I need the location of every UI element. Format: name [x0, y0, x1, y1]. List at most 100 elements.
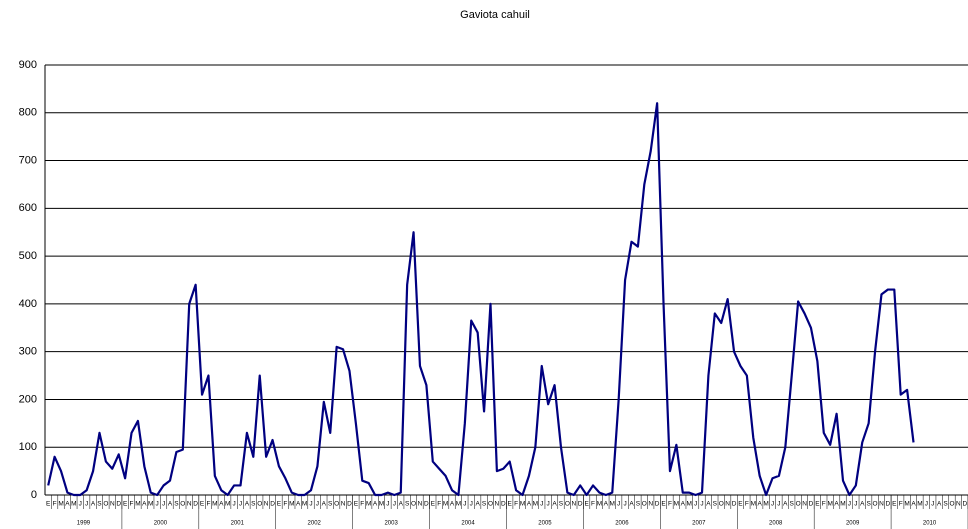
y-tick-label: 600	[19, 202, 37, 214]
x-tick-label: S	[866, 501, 871, 508]
x-tick-label: O	[642, 501, 647, 508]
y-tick-label: 100	[19, 441, 37, 453]
x-tick-label: N	[187, 501, 192, 508]
x-tick-label: J	[931, 501, 934, 508]
x-tick-label: E	[431, 501, 436, 508]
x-tick-label: J	[623, 501, 626, 508]
x-tick-label: A	[399, 501, 404, 508]
x-tick-label: O	[103, 501, 108, 508]
year-label: 2001	[231, 521, 245, 527]
x-tick-label: A	[322, 501, 327, 508]
x-tick-label: M	[520, 501, 525, 508]
year-label: 2010	[923, 521, 937, 527]
x-tick-label: A	[860, 501, 865, 508]
x-tick-label: A	[475, 501, 480, 508]
x-tick-label: M	[674, 501, 679, 508]
x-tick-label: M	[289, 501, 294, 508]
x-tick-label: M	[58, 501, 63, 508]
x-tick-label: O	[565, 501, 570, 508]
x-tick-label: M	[904, 501, 909, 508]
x-tick-label: A	[527, 501, 532, 508]
x-tick-label: D	[655, 501, 660, 508]
series-line	[47, 102, 915, 497]
x-tick-label: J	[848, 501, 851, 508]
x-tick-label: J	[547, 501, 550, 508]
x-tick-label: D	[809, 501, 814, 508]
x-tick-label: A	[604, 501, 609, 508]
x-tick-label: M	[751, 501, 756, 508]
x-tick-label: J	[79, 501, 82, 508]
x-tick-label: S	[328, 501, 333, 508]
x-tick-label: A	[758, 501, 763, 508]
x-tick-label: A	[142, 501, 147, 508]
x-tick-label: J	[393, 501, 396, 508]
x-tick-label: D	[424, 501, 429, 508]
y-tick-label: 800	[19, 107, 37, 119]
y-tick-label: 400	[19, 298, 37, 310]
x-tick-label: J	[470, 501, 473, 508]
x-tick-label: D	[962, 501, 967, 508]
x-tick-label: A	[834, 501, 839, 508]
x-tick-label: M	[597, 501, 602, 508]
x-tick-label: N	[879, 501, 884, 508]
x-tick-label: J	[925, 501, 928, 508]
x-tick-label: M	[686, 501, 691, 508]
x-tick-label: F	[206, 501, 210, 508]
x-tick-label: S	[559, 501, 564, 508]
x-tick-label: D	[270, 501, 275, 508]
x-tick-label: O	[719, 501, 724, 508]
year-label: 2008	[769, 521, 783, 527]
x-tick-label: E	[738, 501, 743, 508]
x-tick-label: O	[411, 501, 416, 508]
x-tick-label: A	[552, 501, 557, 508]
x-tick-label: M	[763, 501, 768, 508]
x-tick-label: N	[956, 501, 961, 508]
x-tick-label: F	[283, 501, 287, 508]
x-tick-label: J	[700, 501, 703, 508]
year-label: 2002	[308, 521, 322, 527]
x-tick-label: D	[193, 501, 198, 508]
x-tick-label: J	[232, 501, 235, 508]
x-tick-label: S	[790, 501, 795, 508]
x-tick-label: M	[917, 501, 922, 508]
x-tick-label: N	[110, 501, 115, 508]
x-tick-label: F	[591, 501, 595, 508]
x-tick-label: S	[636, 501, 641, 508]
x-tick-label: M	[379, 501, 384, 508]
x-tick-label: N	[648, 501, 653, 508]
year-label: 1999	[77, 521, 91, 527]
x-tick-label: F	[899, 501, 903, 508]
x-tick-label: M	[135, 501, 140, 508]
x-tick-label: S	[174, 501, 179, 508]
x-tick-label: E	[661, 501, 666, 508]
x-tick-label: J	[854, 501, 857, 508]
x-tick-label: N	[571, 501, 576, 508]
x-tick-label: A	[911, 501, 916, 508]
x-tick-label: M	[225, 501, 230, 508]
x-tick-label: N	[725, 501, 730, 508]
x-tick-label: E	[200, 501, 205, 508]
x-tick-label: M	[456, 501, 461, 508]
x-tick-label: J	[540, 501, 543, 508]
x-tick-label: M	[302, 501, 307, 508]
x-tick-label: J	[239, 501, 242, 508]
x-tick-label: E	[277, 501, 282, 508]
x-tick-label: F	[745, 501, 749, 508]
x-tick-label: M	[443, 501, 448, 508]
x-tick-label: A	[937, 501, 942, 508]
x-tick-label: S	[943, 501, 948, 508]
x-tick-label: M	[148, 501, 153, 508]
x-tick-label: F	[514, 501, 518, 508]
x-tick-label: M	[533, 501, 538, 508]
x-tick-label: D	[732, 501, 737, 508]
x-tick-label: E	[46, 501, 51, 508]
x-tick-label: J	[316, 501, 319, 508]
x-tick-label: A	[168, 501, 173, 508]
x-tick-label: M	[610, 501, 615, 508]
x-tick-label: A	[450, 501, 455, 508]
x-tick-label: J	[156, 501, 159, 508]
x-tick-label: S	[97, 501, 102, 508]
x-tick-label: M	[840, 501, 845, 508]
x-tick-label: S	[405, 501, 410, 508]
